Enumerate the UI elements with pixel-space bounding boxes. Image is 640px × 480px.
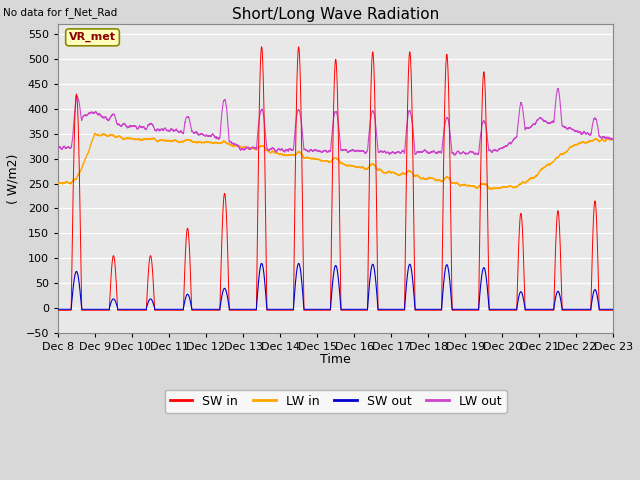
Legend: SW in, LW in, SW out, LW out: SW in, LW in, SW out, LW out (165, 390, 507, 413)
Title: Short/Long Wave Radiation: Short/Long Wave Radiation (232, 7, 439, 22)
Text: No data for f_Net_Rad: No data for f_Net_Rad (3, 7, 118, 18)
Y-axis label: ( W/m2): ( W/m2) (7, 154, 20, 204)
X-axis label: Time: Time (321, 353, 351, 366)
Text: VR_met: VR_met (69, 32, 116, 42)
